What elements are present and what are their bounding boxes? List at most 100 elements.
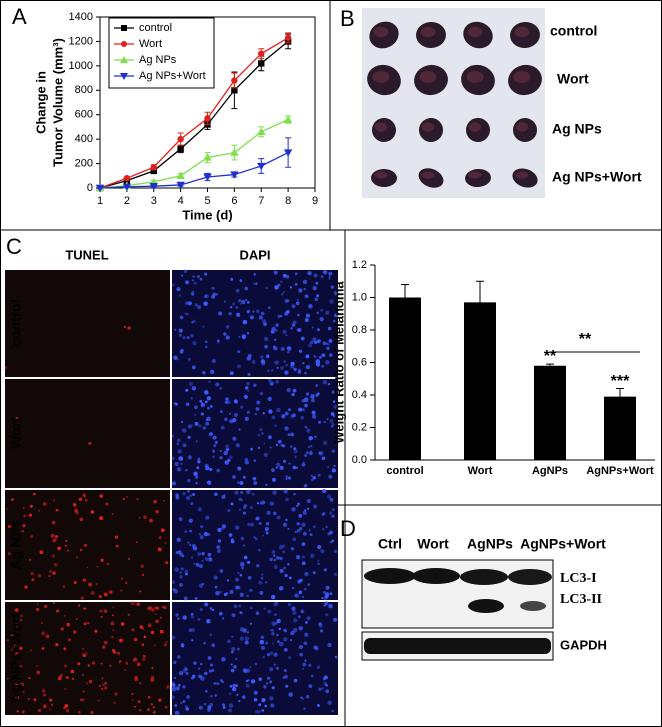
dapi-dot xyxy=(276,366,279,369)
dapi-dot xyxy=(263,607,266,610)
dapi-dot xyxy=(185,388,189,392)
dapi-dot xyxy=(203,641,207,645)
dapi-dot xyxy=(333,572,338,577)
marker xyxy=(203,153,212,161)
dapi-dot xyxy=(254,537,258,541)
dapi-dot xyxy=(245,683,250,688)
dapi-dot xyxy=(334,313,338,318)
dapi-dot xyxy=(255,516,260,521)
dapi-dot xyxy=(269,680,273,684)
tunel-dot xyxy=(37,573,42,578)
dapi-dot xyxy=(310,398,315,403)
dapi-dot xyxy=(220,425,225,430)
dapi-dot xyxy=(203,301,208,307)
band xyxy=(520,601,546,611)
dapi-dot xyxy=(282,676,286,679)
dapi-dot xyxy=(246,631,250,634)
tunel-dot xyxy=(109,590,113,594)
x-tick-label: AgNPs xyxy=(532,465,568,477)
marker xyxy=(257,127,266,136)
dapi-dot xyxy=(323,604,326,607)
dapi-dot xyxy=(311,326,314,329)
dapi-dot xyxy=(254,412,258,416)
dapi-dot xyxy=(209,404,213,408)
tunel-dot xyxy=(111,635,114,639)
tumor-highlight xyxy=(373,26,389,38)
dapi-dot xyxy=(244,416,249,421)
tunel-dot xyxy=(130,601,135,606)
dapi-dot xyxy=(191,292,195,296)
dapi-dot xyxy=(271,477,277,482)
dapi-dot xyxy=(263,322,268,327)
dapi-dot xyxy=(333,464,336,468)
dapi-dot xyxy=(329,541,333,544)
tunel-dot xyxy=(112,614,114,617)
dapi-dot xyxy=(328,474,333,479)
dapi-dot xyxy=(281,414,286,419)
dapi-dot xyxy=(317,546,320,549)
dapi-dot xyxy=(171,456,175,460)
dapi-dot xyxy=(217,527,222,533)
lane-label: Ctrl xyxy=(378,536,402,552)
dapi-dot xyxy=(250,522,255,527)
dapi-dot xyxy=(171,635,176,640)
dapi-dot xyxy=(252,310,255,313)
dapi-dot xyxy=(225,335,230,340)
dapi-dot xyxy=(230,663,233,666)
column-label: DAPI xyxy=(239,247,270,262)
tunel-dot xyxy=(73,630,77,634)
tunel-dot xyxy=(109,664,112,668)
dapi-dot xyxy=(236,312,241,317)
band xyxy=(468,599,504,613)
column-label: TUNEL xyxy=(65,247,108,262)
dapi-dot xyxy=(197,507,203,512)
dapi-dot xyxy=(190,502,194,505)
dapi-dot xyxy=(200,412,204,416)
dapi-dot xyxy=(259,501,263,505)
dapi-dot xyxy=(312,286,317,291)
dapi-dot xyxy=(285,477,288,480)
tunel-image xyxy=(5,602,170,715)
tumor-highlight xyxy=(372,71,390,83)
dapi-dot xyxy=(219,456,223,460)
tunel-dot xyxy=(133,659,136,662)
tunel-dot xyxy=(95,583,98,586)
tunel-dot xyxy=(20,682,25,687)
tunel-dot xyxy=(163,499,165,502)
dapi-dot xyxy=(173,686,176,689)
x-tick-label: control xyxy=(386,465,423,477)
row-label: Wort xyxy=(8,417,24,449)
tunel-dot xyxy=(101,687,104,691)
dapi-dot xyxy=(300,415,304,420)
tunel-dot xyxy=(154,613,157,616)
lane-label: Wort xyxy=(417,536,449,552)
dapi-dot xyxy=(192,493,196,497)
row-label: Ag NPs xyxy=(8,520,24,570)
tunel-dot xyxy=(127,613,131,617)
dapi-dot xyxy=(302,279,308,285)
dapi-dot xyxy=(176,467,182,472)
dapi-dot xyxy=(305,694,310,699)
dapi-dot xyxy=(261,319,267,324)
tumor-highlight xyxy=(420,26,436,38)
dapi-dot xyxy=(247,389,250,392)
tunel-dot xyxy=(128,557,131,560)
dapi-dot xyxy=(235,577,239,582)
dapi-dot xyxy=(259,391,264,396)
dapi-dot xyxy=(243,504,248,508)
dapi-dot xyxy=(286,299,290,303)
marker xyxy=(150,167,157,175)
dapi-dot xyxy=(265,483,268,486)
dapi-dot xyxy=(269,696,274,701)
dapi-dot xyxy=(279,556,283,561)
dapi-dot xyxy=(255,710,259,714)
dapi-dot xyxy=(197,305,202,310)
dapi-dot xyxy=(289,445,293,448)
row-label: control xyxy=(550,23,597,39)
dapi-dot xyxy=(193,661,197,665)
dapi-dot xyxy=(276,515,281,520)
dapi-dot xyxy=(261,709,265,712)
dapi-dot xyxy=(228,533,233,537)
tunel-dot xyxy=(64,664,68,668)
tunel-dot xyxy=(150,677,155,682)
